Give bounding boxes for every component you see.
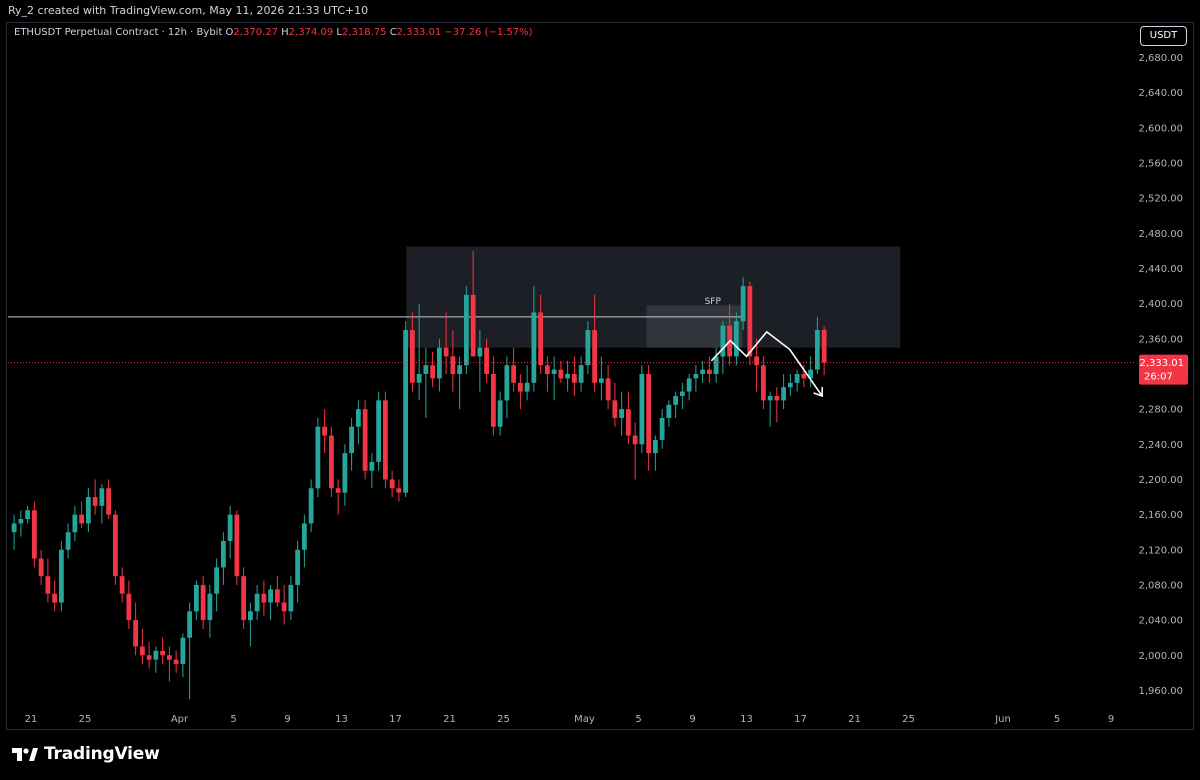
high-value: 2,374.09 (288, 27, 334, 38)
tradingview-logo: TradingView (12, 744, 160, 764)
close-label: C (389, 27, 397, 38)
symbol-title: ETHUSDT Perpetual Contract · 12h · Bybit (14, 27, 223, 38)
currency-unit-button[interactable]: USDT (1140, 26, 1187, 46)
symbol-legend: ETHUSDT Perpetual Contract · 12h · Bybit… (14, 27, 533, 38)
high-label: H (281, 27, 289, 38)
low-value: 2,318.75 (341, 27, 387, 38)
open-label: O (225, 27, 234, 38)
chart-frame (6, 22, 1194, 730)
open-value: 2,370.27 (233, 27, 278, 38)
tradingview-logo-icon (12, 748, 38, 761)
low-label: L (336, 27, 342, 38)
footer-bar (0, 730, 1200, 780)
close-value: 2,333.01 (396, 27, 442, 38)
change-value: −37.26 (−1.57%) (444, 27, 533, 38)
credit-line: Ry_2 created with TradingView.com, May 1… (0, 0, 1200, 22)
tradingview-wordmark: TradingView (44, 744, 160, 764)
